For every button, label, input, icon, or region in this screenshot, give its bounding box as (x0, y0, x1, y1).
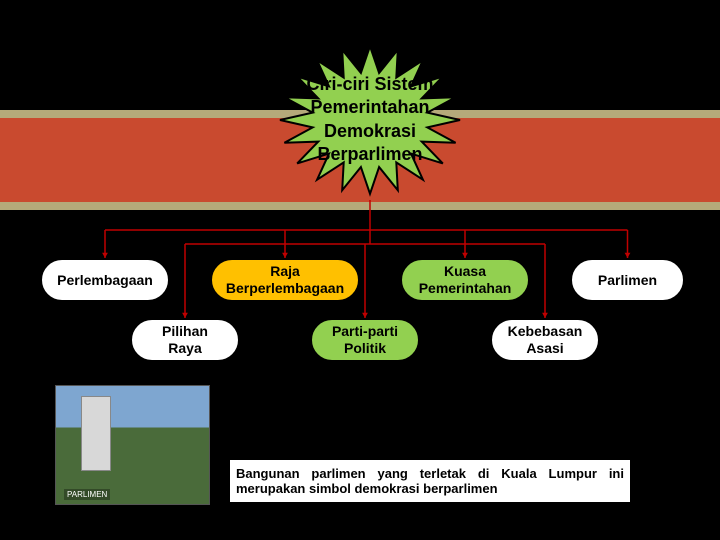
node-row2-1: Parti-partiPolitik (310, 318, 420, 362)
parliament-photo: PARLIMEN (55, 385, 210, 505)
title-starburst: Ciri-ciri Sistem Pemerintahan Demokrasi … (260, 35, 480, 205)
photo-label: PARLIMEN (64, 489, 110, 500)
title-text: Ciri-ciri Sistem Pemerintahan Demokrasi … (260, 73, 480, 167)
node-row1-0: Perlembagaan (40, 258, 170, 302)
node-row1-2: KuasaPemerintahan (400, 258, 530, 302)
node-row1-1: RajaBerperlembagaan (210, 258, 360, 302)
node-row2-2: KebebasanAsasi (490, 318, 600, 362)
building-shape (81, 396, 111, 471)
title-line3: Demokrasi (324, 121, 416, 141)
title-line2: Pemerintahan (310, 97, 429, 117)
node-row1-3: Parlimen (570, 258, 685, 302)
title-line1: Ciri-ciri Sistem (306, 74, 433, 94)
title-line4: Berparlimen (317, 144, 422, 164)
node-row2-0: PilihanRaya (130, 318, 240, 362)
caption-text: Bangunan parlimen yang terletak di Kuala… (230, 460, 630, 502)
